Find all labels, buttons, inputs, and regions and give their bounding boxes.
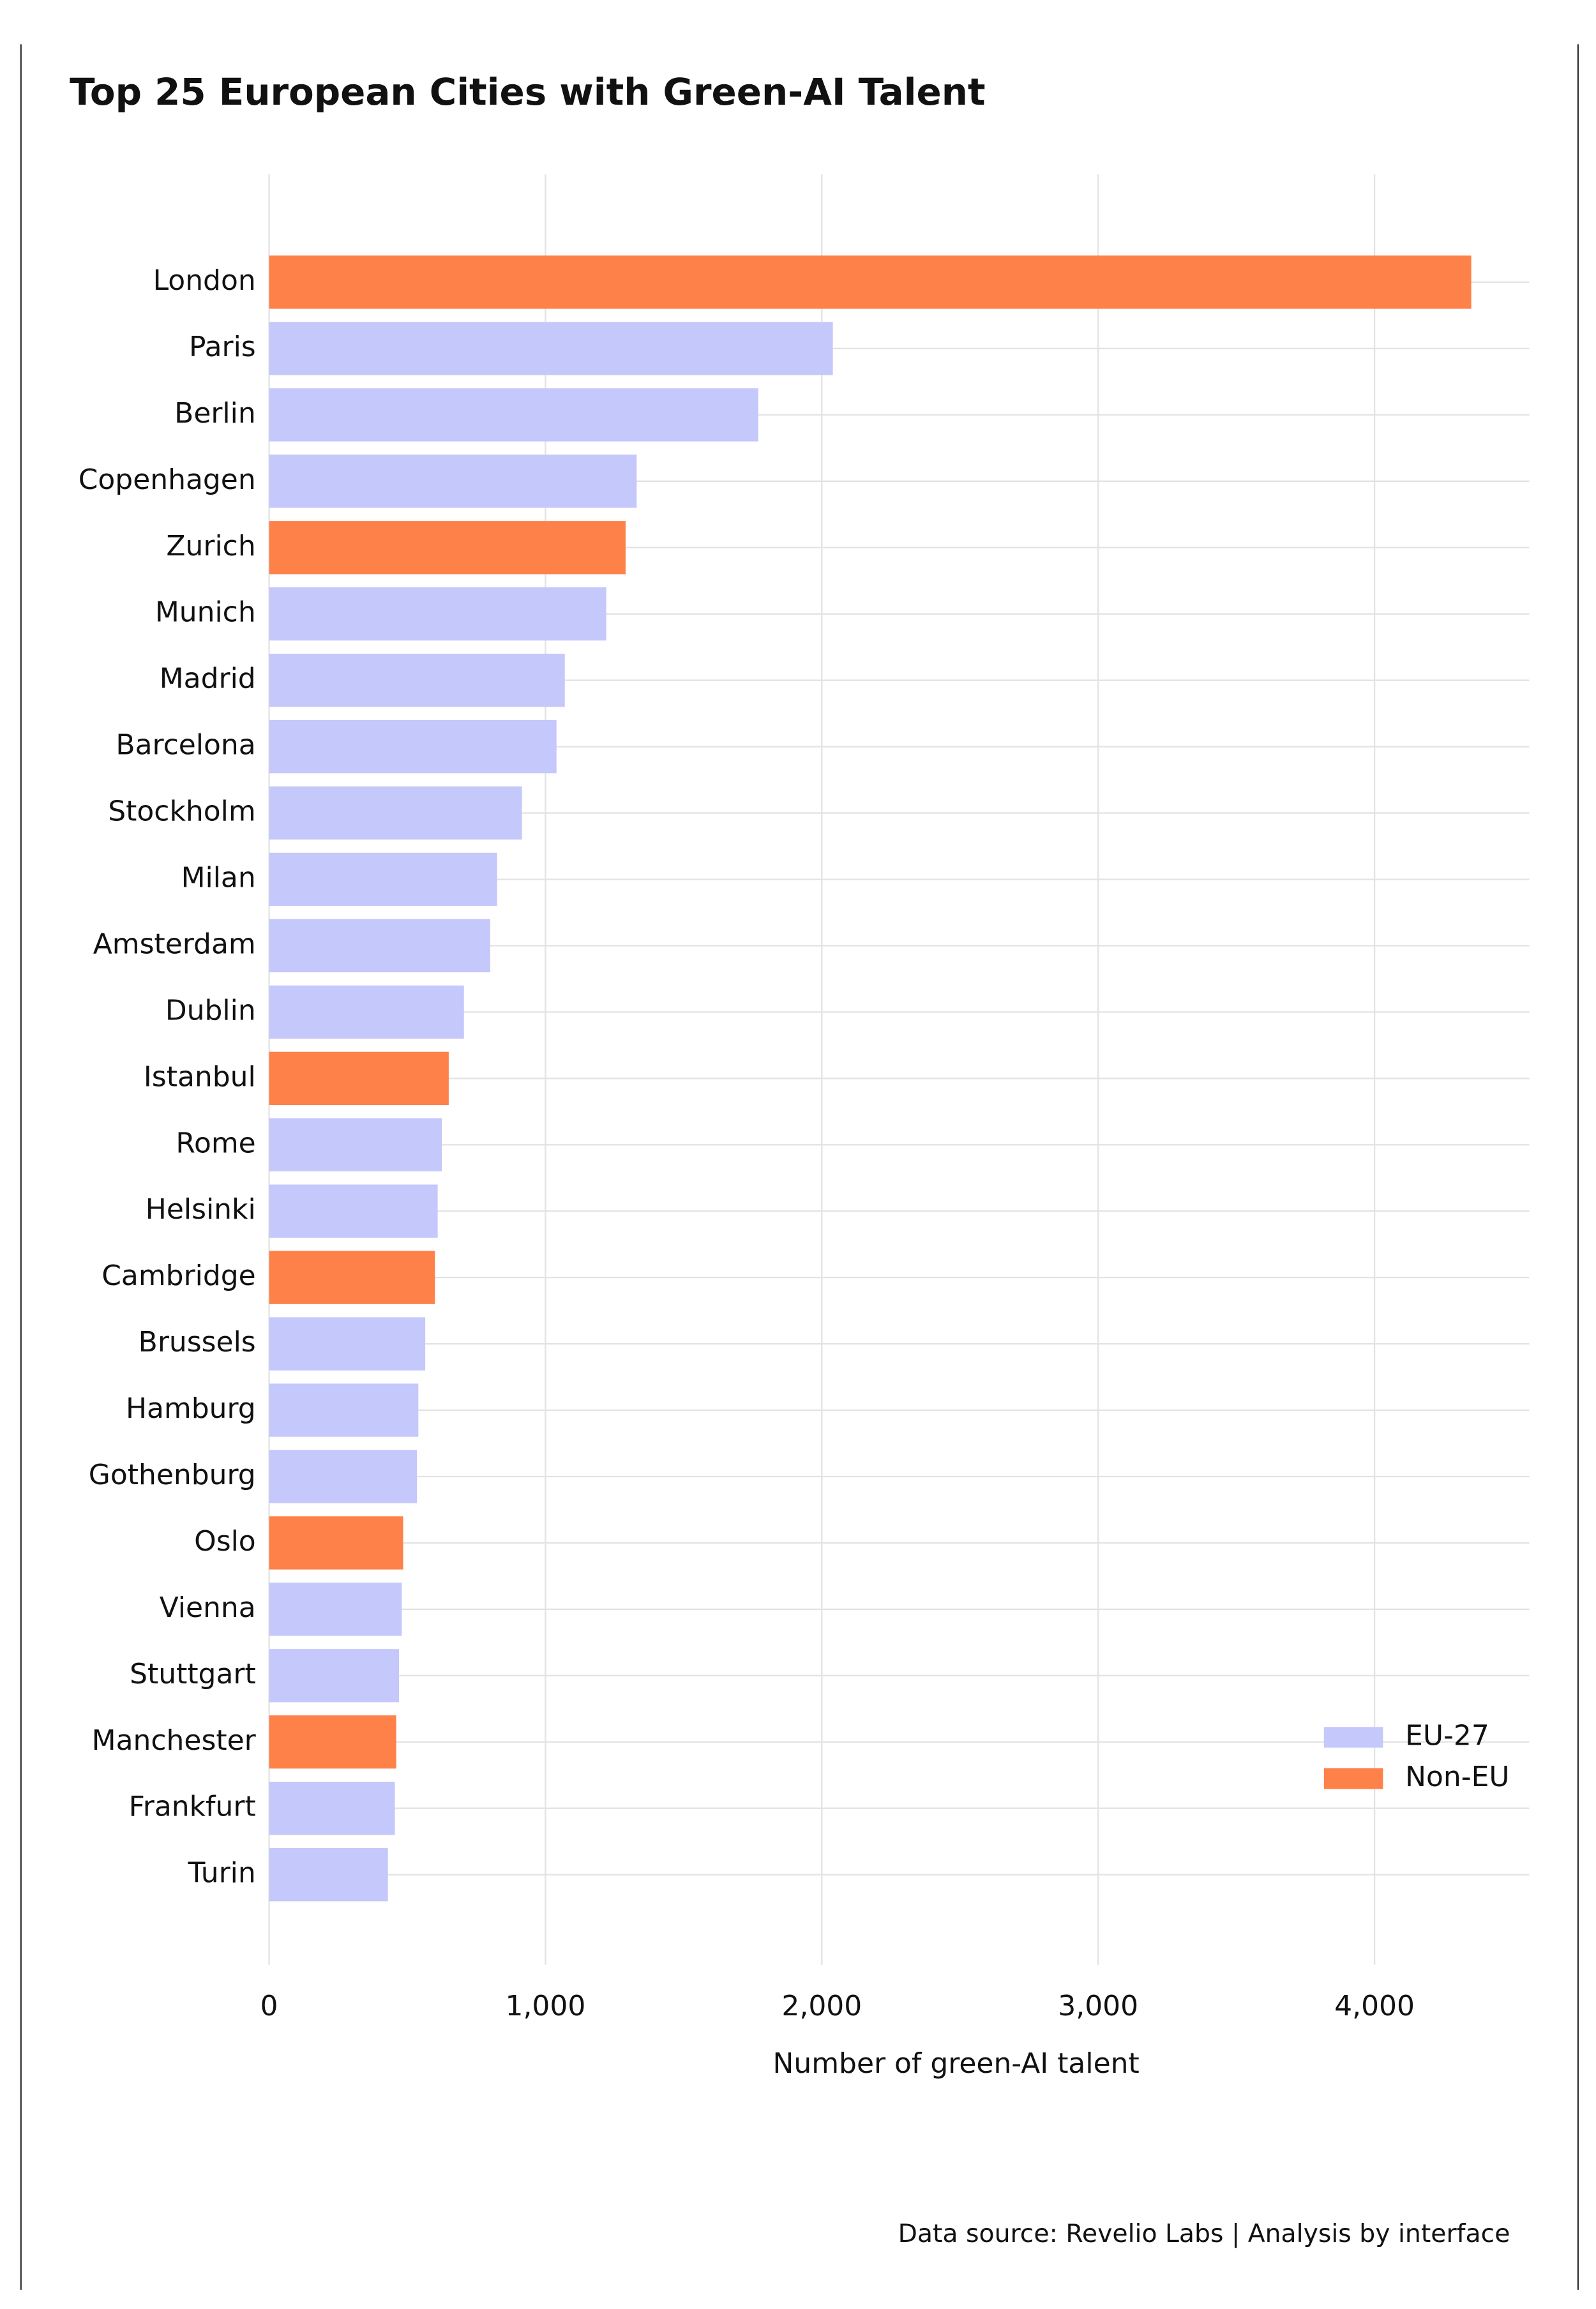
y-tick-label: Stuttgart [130,1658,256,1690]
bar [269,255,1472,309]
y-tick-label: Stockholm [108,795,255,828]
y-tick-label: Oslo [194,1525,256,1558]
bar [269,1251,435,1304]
y-tick-label: Milan [181,861,256,894]
y-tick-label: London [153,264,256,297]
x-axis-label: Number of green-AI talent [772,2047,1139,2080]
bar [269,1715,396,1769]
y-tick-label: Madrid [160,663,256,695]
y-tick-label: Frankfurt [129,1791,256,1823]
bar [269,1317,426,1371]
bar [269,521,626,575]
x-tick-label: 0 [260,1990,278,2022]
x-tick-label: 2,000 [781,1990,862,2022]
y-tick-label: Copenhagen [79,463,256,496]
y-tick-label: Munich [155,596,256,629]
y-tick-label: Berlin [174,397,256,430]
bar [269,1583,402,1636]
y-tick-label: Gothenburg [89,1459,256,1491]
bar [269,1184,438,1238]
y-tick-label: Barcelona [116,729,255,762]
chart-title: Top 25 European Cities with Green-AI Tal… [70,70,985,114]
bar [269,1450,418,1503]
bar [269,1847,388,1902]
y-tick-label: Dublin [165,994,256,1027]
bar [269,654,565,707]
x-tick-label: 3,000 [1058,1990,1138,2022]
x-tick-label: 1,000 [506,1990,586,2022]
bar [269,1516,403,1570]
y-tick-label: Paris [189,331,256,363]
y-tick-label: Helsinki [146,1193,256,1226]
y-tick-label: Turin [188,1857,256,1890]
y-tick-label: Amsterdam [93,928,256,960]
bar [269,1383,419,1437]
x-tick-label: 4,000 [1334,1990,1415,2022]
legend-label: EU-27 [1405,1719,1489,1752]
y-tick-label: Rome [176,1127,255,1159]
source-note: Data source: Revelio Labs | Analysis by … [898,2219,1510,2248]
bar [269,388,758,442]
bar [269,786,522,840]
y-tick-label: Cambridge [102,1260,255,1292]
y-tick-label: Brussels [139,1326,256,1358]
bar [269,455,637,508]
legend-label: Non-EU [1405,1761,1509,1793]
bar [269,1649,399,1703]
y-tick-label: Vienna [160,1591,256,1624]
y-tick-label: Istanbul [144,1060,256,1093]
bar [269,322,833,375]
bar [269,985,464,1039]
bar [269,1118,442,1171]
bar [269,719,557,774]
y-tick-label: Manchester [92,1724,257,1757]
y-tick-label: Zurich [166,530,255,562]
bar [269,919,490,973]
bar [269,1782,395,1835]
y-tick-label: Hamburg [126,1392,256,1425]
bar [269,1051,449,1105]
bar [269,852,497,906]
bar [269,587,606,641]
legend-swatch [1323,1727,1383,1748]
legend-swatch [1323,1768,1383,1789]
